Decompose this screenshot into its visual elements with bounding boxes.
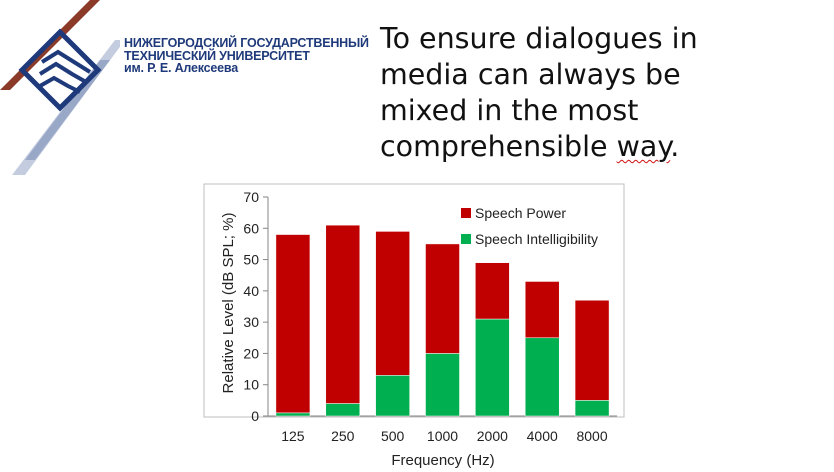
slide-headline: To ensure dialogues in media can always … (380, 21, 820, 165)
bar-speech-power (275, 234, 311, 414)
x-tick-label: 4000 (527, 428, 558, 444)
bar-speech-intelligibility (275, 412, 311, 417)
headline-line-4: comprehensible way. (380, 129, 820, 165)
bar-speech-power (524, 281, 560, 339)
x-tick-label: 8000 (576, 428, 607, 444)
chart-frame (203, 183, 625, 418)
x-tick-label: 125 (281, 428, 305, 444)
x-axis-title: Frequency (Hz) (391, 452, 494, 469)
university-name-line-2: ТЕХНИЧЕСКИЙ УНИВЕРСИТЕТ (124, 48, 310, 63)
university-logo (0, 0, 120, 175)
x-tick-label: 500 (381, 428, 405, 444)
bar-speech-intelligibility (425, 353, 460, 417)
bar-speech-power (375, 231, 410, 376)
y-tick-label: 10 (243, 377, 259, 393)
headline-line-4-text: comprehensible (380, 130, 617, 163)
headline-end-punct: . (670, 130, 680, 163)
y-tick-label: 30 (243, 314, 259, 330)
legend-swatch (461, 234, 471, 244)
headline-line-2: media can always be (380, 58, 681, 91)
y-tick-label: 70 (243, 189, 259, 205)
bar-speech-intelligibility (475, 318, 510, 417)
y-tick-label: 50 (243, 252, 259, 268)
university-name-line-3: им. Р. Е. Алексеева (124, 61, 238, 75)
bar-speech-power (425, 243, 460, 354)
bar-speech-intelligibility (325, 403, 361, 417)
x-tick-label: 2000 (477, 428, 508, 444)
bar-speech-power (574, 299, 610, 401)
university-name: НИЖЕГОРОДСКИЙ ГОСУДАРСТВЕННЫЙ ТЕХНИЧЕСКИ… (124, 37, 369, 75)
headline-line-3: mixed in the most (380, 94, 639, 127)
bar-speech-intelligibility (524, 337, 560, 417)
headline-spellcheck-word: way (616, 130, 671, 163)
university-name-line-1: НИЖЕГОРОДСКИЙ ГОСУДАРСТВЕННЫЙ (124, 36, 369, 50)
y-tick-label: 60 (243, 220, 259, 236)
bar-speech-intelligibility (375, 375, 410, 417)
x-tick-label: 1000 (427, 428, 458, 444)
y-axis-title: Relative Level (dB SPL; %) (220, 213, 237, 394)
y-tick-label: 0 (251, 408, 259, 424)
legend-label: Speech Intelligibility (475, 231, 598, 247)
bar-speech-intelligibility (574, 400, 610, 417)
bar-speech-power (325, 224, 361, 404)
y-tick-label: 20 (243, 345, 259, 361)
bar-speech-power (475, 262, 510, 320)
y-tick-label: 40 (243, 283, 259, 299)
x-tick-label: 250 (331, 428, 355, 444)
legend-label: Speech Power (475, 205, 566, 221)
headline-line-1: To ensure dialogues in (380, 22, 698, 55)
legend-swatch (461, 208, 471, 218)
